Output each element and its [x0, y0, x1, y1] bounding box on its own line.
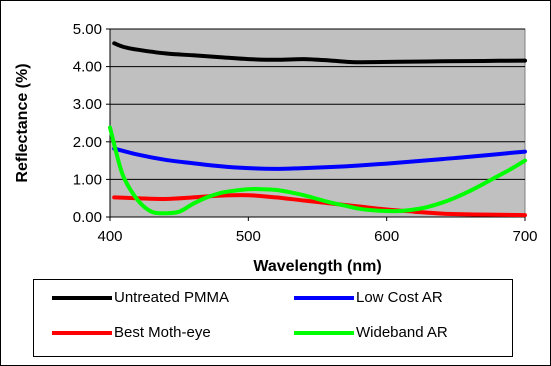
- legend-label: Low Cost AR: [356, 289, 443, 306]
- x-tick-label: 600: [374, 228, 399, 245]
- y-tick-labels: 0.00 1.00 2.00 3.00 4.00 5.00: [73, 21, 102, 226]
- legend-item-wideband-ar: Wideband AR: [294, 324, 448, 341]
- y-tick-label: 5.00: [73, 21, 102, 38]
- legend-swatch-untreated-pmma: [52, 295, 112, 300]
- series-line-low-cost-ar: [112, 146, 527, 171]
- y-tick-label: 1.00: [73, 171, 102, 188]
- legend-swatch-best-moth-eye: [52, 330, 112, 335]
- y-tick-label: 0.00: [73, 209, 102, 226]
- y-axis-title: Reflectance (%): [14, 63, 31, 182]
- y-tick-label: 3.00: [73, 96, 102, 113]
- series-line-best-moth-eye: [112, 193, 527, 218]
- legend-item-untreated-pmma: Untreated PMMA: [52, 289, 229, 306]
- x-tick-label: 500: [236, 228, 261, 245]
- y-tick-label: 2.00: [73, 134, 102, 151]
- gridlines: [106, 28, 526, 221]
- series-lines: [108, 41, 527, 218]
- x-tick-label: 700: [512, 228, 537, 245]
- legend-swatch-low-cost-ar: [294, 295, 354, 300]
- legend-swatch-wideband-ar: [294, 330, 354, 335]
- x-tick-label: 400: [97, 228, 122, 245]
- legend-item-best-moth-eye: Best Moth-eye: [52, 324, 211, 341]
- legend-label: Untreated PMMA: [114, 289, 230, 306]
- plot-area: [109, 28, 526, 218]
- legend-item-low-cost-ar: Low Cost AR: [294, 289, 443, 306]
- axis-lines: [109, 29, 525, 218]
- legend: Untreated PMMA Low Cost AR Best Moth-eye…: [33, 279, 513, 357]
- series-line-untreated-pmma: [112, 41, 527, 65]
- x-tick-labels: 400 500 600 700: [97, 228, 537, 245]
- legend-label: Best Moth-eye: [114, 324, 211, 341]
- y-tick-label: 4.00: [73, 59, 102, 76]
- legend-label: Wideband AR: [356, 324, 448, 341]
- line-chart: 0.00 1.00 2.00 3.00 4.00 5.00 400 500 600 700 Wa…: [14, 21, 538, 275]
- series-line-wideband-ar: [108, 125, 527, 216]
- x-axis-title: Wavelength (nm): [253, 258, 381, 275]
